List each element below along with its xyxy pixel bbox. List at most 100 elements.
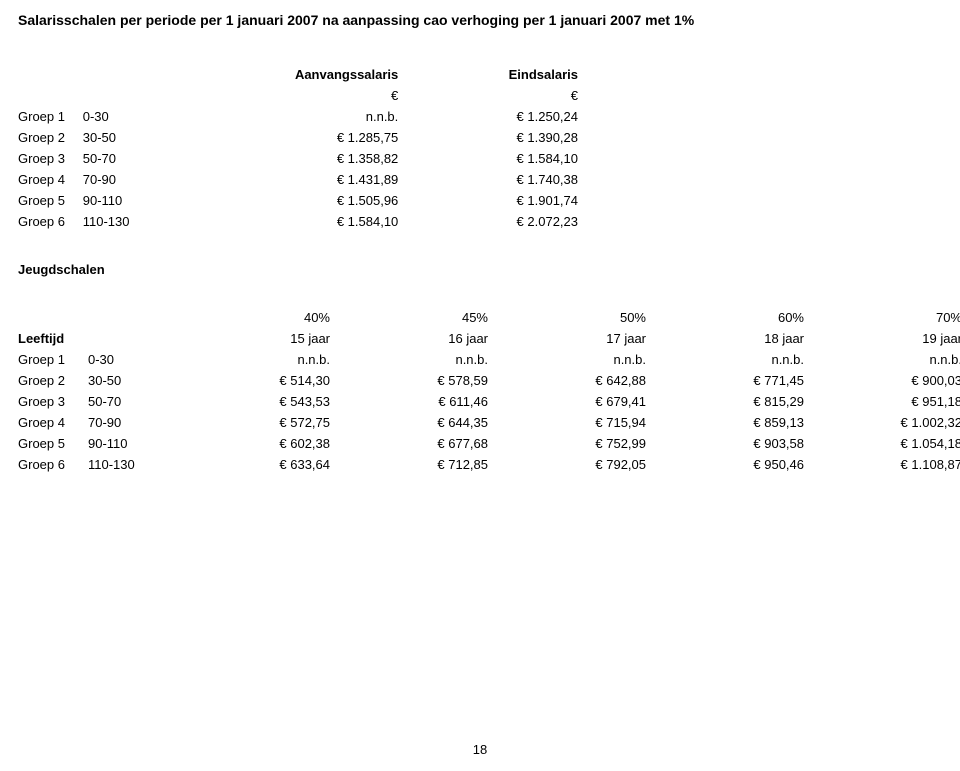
value-cell: n.n.b. xyxy=(514,349,672,370)
percent-cell: 60% xyxy=(672,307,830,328)
jeugd-row: Groep 6110-130€ 633,64€ 712,85€ 792,05€ … xyxy=(18,454,960,475)
value-cell: n.n.b. xyxy=(672,349,830,370)
group-range: 50-70 xyxy=(88,391,198,412)
group-range: 30-50 xyxy=(88,370,198,391)
value-cell: € 578,59 xyxy=(356,370,514,391)
group-label: Groep 2 xyxy=(18,370,88,391)
salaris-row: Groep 350-70€ 1.358,82€ 1.584,10 xyxy=(18,148,638,169)
jeugd-section-title: Jeugdschalen xyxy=(18,262,942,277)
age-cell: 17 jaar xyxy=(514,328,672,349)
value-cell: € 644,35 xyxy=(356,412,514,433)
value-cell: € 771,45 xyxy=(672,370,830,391)
group-range: 0-30 xyxy=(83,106,214,127)
group-label: Groep 5 xyxy=(18,433,88,454)
salaris-row: Groep 230-50€ 1.285,75€ 1.390,28 xyxy=(18,127,638,148)
group-label: Groep 6 xyxy=(18,211,83,232)
aanvang-cell: n.n.b. xyxy=(213,106,398,127)
jeugd-percent-row: 40% 45% 50% 60% 70% 80% xyxy=(18,307,960,328)
eind-cell: € 1.901,74 xyxy=(398,190,638,211)
value-cell: € 572,75 xyxy=(198,412,356,433)
salaris-header-row: Aanvangssalaris Eindsalaris xyxy=(18,64,638,85)
value-cell: n.n.b. xyxy=(356,349,514,370)
age-cell: 18 jaar xyxy=(672,328,830,349)
group-label: Groep 6 xyxy=(18,454,88,475)
value-cell: € 715,94 xyxy=(514,412,672,433)
value-cell: € 712,85 xyxy=(356,454,514,475)
group-range: 110-130 xyxy=(88,454,198,475)
salaris-euro-row: € € xyxy=(18,85,638,106)
group-label: Groep 1 xyxy=(18,106,83,127)
value-cell: € 859,13 xyxy=(672,412,830,433)
aanvang-cell: € 1.431,89 xyxy=(213,169,398,190)
age-cell: 16 jaar xyxy=(356,328,514,349)
aanvang-cell: € 1.505,96 xyxy=(213,190,398,211)
age-cell: 19 jaar xyxy=(830,328,960,349)
salaris-table: Aanvangssalaris Eindsalaris € € Groep 10… xyxy=(18,64,638,232)
eind-cell: € 2.072,23 xyxy=(398,211,638,232)
value-cell: € 611,46 xyxy=(356,391,514,412)
jeugd-row: Groep 470-90€ 572,75€ 644,35€ 715,94€ 85… xyxy=(18,412,960,433)
page-number: 18 xyxy=(0,742,960,757)
eind-cell: € 1.390,28 xyxy=(398,127,638,148)
value-cell: € 1.002,32 xyxy=(830,412,960,433)
group-range: 50-70 xyxy=(83,148,214,169)
percent-cell: 50% xyxy=(514,307,672,328)
group-range: 110-130 xyxy=(83,211,214,232)
value-cell: € 514,30 xyxy=(198,370,356,391)
value-cell: € 903,58 xyxy=(672,433,830,454)
jeugd-table: 40% 45% 50% 60% 70% 80% Leeftijd 15 jaar… xyxy=(18,307,960,475)
group-label: Groep 2 xyxy=(18,127,83,148)
value-cell: € 1.054,18 xyxy=(830,433,960,454)
jeugd-age-row: Leeftijd 15 jaar 16 jaar 17 jaar 18 jaar… xyxy=(18,328,960,349)
jeugd-row: Groep 10-30n.n.b.n.n.b.n.n.b.n.n.b.n.n.b… xyxy=(18,349,960,370)
value-cell: € 815,29 xyxy=(672,391,830,412)
eind-cell: € 1.584,10 xyxy=(398,148,638,169)
group-label: Groep 4 xyxy=(18,412,88,433)
value-cell: € 677,68 xyxy=(356,433,514,454)
salaris-row: Groep 10-30n.n.b.€ 1.250,24 xyxy=(18,106,638,127)
value-cell: € 752,99 xyxy=(514,433,672,454)
group-range: 0-30 xyxy=(88,349,198,370)
jeugd-row: Groep 350-70€ 543,53€ 611,46€ 679,41€ 81… xyxy=(18,391,960,412)
value-cell: € 950,46 xyxy=(672,454,830,475)
salaris-row: Groep 590-110€ 1.505,96€ 1.901,74 xyxy=(18,190,638,211)
value-cell: n.n.b. xyxy=(830,349,960,370)
eind-cell: € 1.250,24 xyxy=(398,106,638,127)
euro-symbol: € xyxy=(398,85,638,106)
group-label: Groep 3 xyxy=(18,391,88,412)
jeugd-row: Groep 230-50€ 514,30€ 578,59€ 642,88€ 77… xyxy=(18,370,960,391)
group-label: Groep 5 xyxy=(18,190,83,211)
value-cell: € 1.108,87 xyxy=(830,454,960,475)
age-cell: 15 jaar xyxy=(198,328,356,349)
value-cell: € 543,53 xyxy=(198,391,356,412)
percent-cell: 45% xyxy=(356,307,514,328)
value-cell: € 642,88 xyxy=(514,370,672,391)
group-range: 70-90 xyxy=(83,169,214,190)
salaris-row: Groep 470-90€ 1.431,89€ 1.740,38 xyxy=(18,169,638,190)
percent-cell: 70% xyxy=(830,307,960,328)
group-range: 70-90 xyxy=(88,412,198,433)
value-cell: € 792,05 xyxy=(514,454,672,475)
page-title: Salarisschalen per periode per 1 januari… xyxy=(18,12,942,28)
salaris-row: Groep 6110-130€ 1.584,10€ 2.072,23 xyxy=(18,211,638,232)
group-label: Groep 3 xyxy=(18,148,83,169)
group-range: 30-50 xyxy=(83,127,214,148)
group-range: 90-110 xyxy=(83,190,214,211)
value-cell: € 679,41 xyxy=(514,391,672,412)
leeftijd-label: Leeftijd xyxy=(18,328,88,349)
eind-cell: € 1.740,38 xyxy=(398,169,638,190)
aanvang-cell: € 1.285,75 xyxy=(213,127,398,148)
aanvang-cell: € 1.584,10 xyxy=(213,211,398,232)
value-cell: € 951,18 xyxy=(830,391,960,412)
group-range: 90-110 xyxy=(88,433,198,454)
jeugd-row: Groep 590-110€ 602,38€ 677,68€ 752,99€ 9… xyxy=(18,433,960,454)
percent-cell: 40% xyxy=(198,307,356,328)
group-label: Groep 1 xyxy=(18,349,88,370)
value-cell: € 900,03 xyxy=(830,370,960,391)
value-cell: € 602,38 xyxy=(198,433,356,454)
euro-symbol: € xyxy=(213,85,398,106)
header-aanvang: Aanvangssalaris xyxy=(213,64,398,85)
value-cell: € 633,64 xyxy=(198,454,356,475)
header-eind: Eindsalaris xyxy=(398,64,638,85)
group-label: Groep 4 xyxy=(18,169,83,190)
